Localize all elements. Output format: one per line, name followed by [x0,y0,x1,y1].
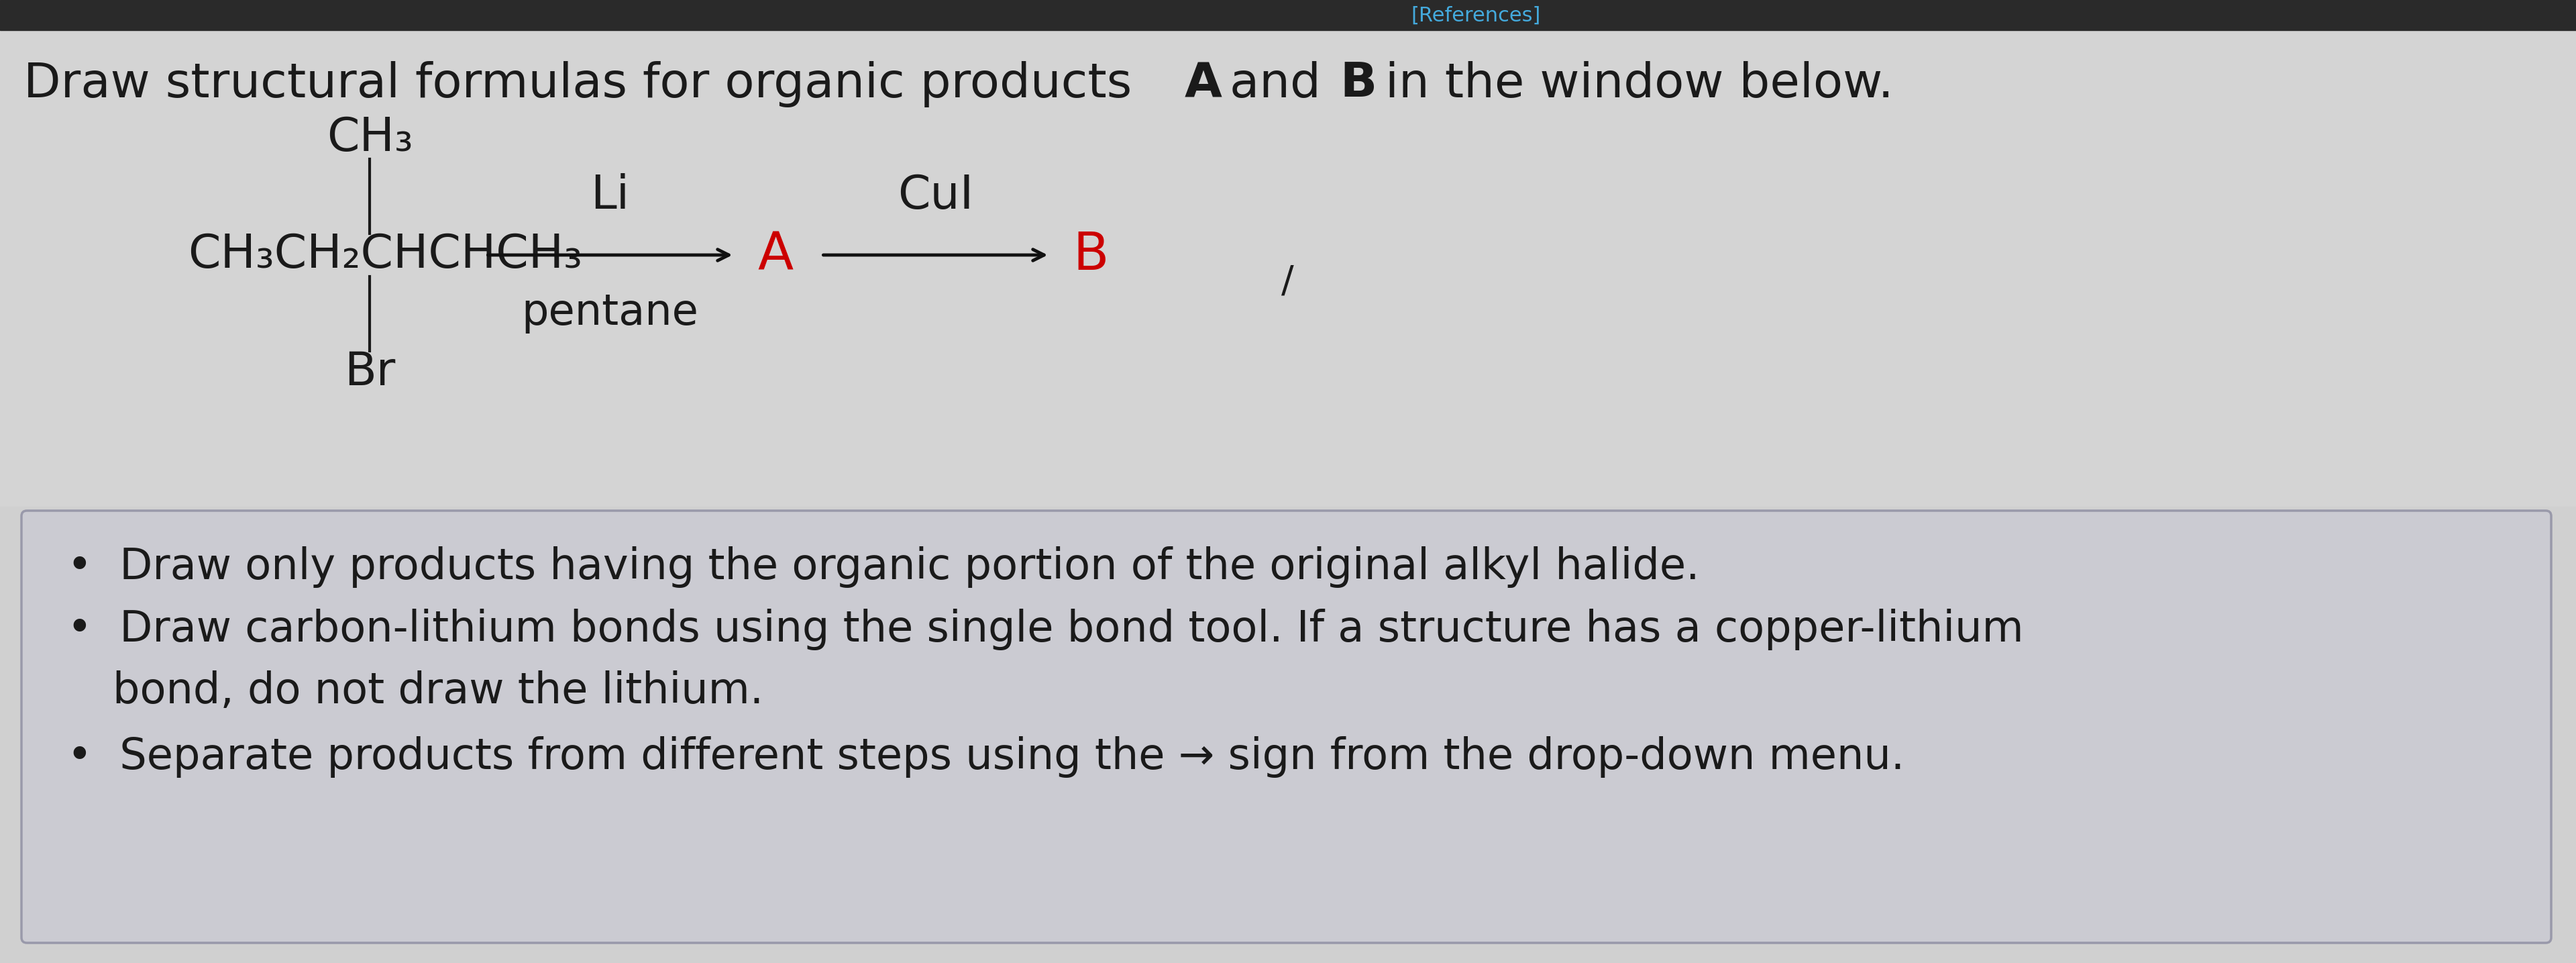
Text: •  Draw only products having the organic portion of the original alkyl halide.: • Draw only products having the organic … [67,546,1700,587]
Text: •  Draw carbon-lithium bonds using the single bond tool. If a structure has a co: • Draw carbon-lithium bonds using the si… [67,609,2025,650]
Text: CuI: CuI [896,173,974,218]
Text: Li: Li [590,173,629,218]
Text: and: and [1213,61,1337,107]
Text: Br: Br [345,350,394,395]
Text: A: A [757,229,793,280]
Bar [0,507,2576,963]
Text: bond, do not draw the lithium.: bond, do not draw the lithium. [113,670,762,713]
Text: pentane: pentane [523,292,698,333]
Text: CH₃CH₂CHCHCH₃: CH₃CH₂CHCHCH₃ [188,232,582,277]
Text: •  Separate products from different steps using the → sign from the drop-down me: • Separate products from different steps… [67,736,1904,777]
Bar [0,0,2576,30]
Text: B: B [1074,229,1108,280]
Bar [0,0,2576,507]
Text: B: B [1340,61,1378,107]
Text: [References]: [References] [1412,6,1540,25]
Text: Draw structural formulas for organic products: Draw structural formulas for organic pro… [23,61,1146,107]
Text: A: A [1185,61,1221,107]
FancyBboxPatch shape [21,510,2550,943]
Text: /: / [1280,264,1293,299]
Text: in the window below.: in the window below. [1370,61,1893,107]
Text: CH₃: CH₃ [327,116,412,160]
